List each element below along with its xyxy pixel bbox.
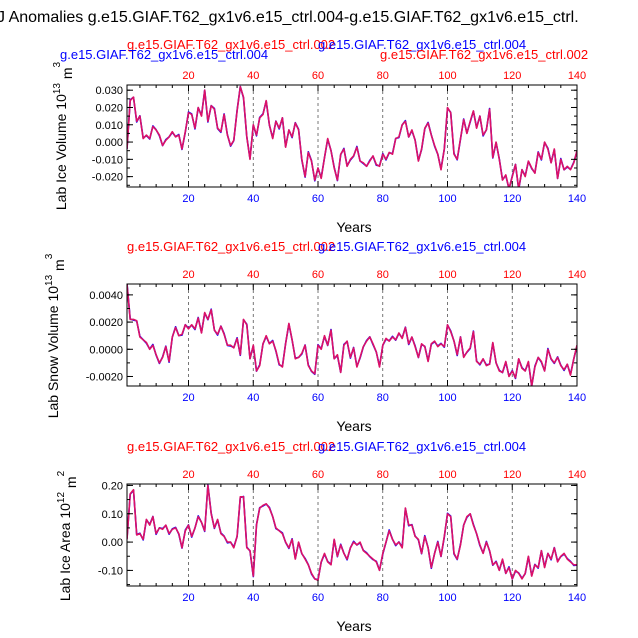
- x-tick-label-top: 120: [503, 269, 521, 281]
- x-tick-label-bottom: 100: [438, 592, 456, 604]
- x-tick-label-bottom: 60: [312, 193, 324, 205]
- x-tick-label-bottom: 20: [182, 392, 194, 404]
- y-axis-label: Lab Ice Volume 1013 m3: [52, 61, 75, 210]
- x-tick-label-top: 40: [247, 70, 259, 82]
- title-blue: g.e15.GIAF.T62_gx1v6.e15_ctrl.004: [318, 439, 526, 454]
- y-tick-label: -0.020: [92, 172, 123, 184]
- x-tick-label-bottom: 100: [438, 193, 456, 205]
- y-axis-label-part: 3: [52, 61, 63, 67]
- y-axis-label-part: Lab Snow Volume 10: [45, 286, 61, 419]
- x-tick-label-bottom: 140: [568, 592, 586, 604]
- page-title: J Anomalies g.e15.GIAF.T62_gx1v6.e15_ctr…: [0, 9, 579, 26]
- x-axis-label: Years: [336, 418, 371, 434]
- x-axis-label: Years: [336, 618, 371, 634]
- y-axis-label-part: 13: [52, 83, 63, 95]
- series-line-1: [127, 484, 577, 581]
- y-tick-label: 0.10: [102, 509, 123, 521]
- plot-frame: [126, 483, 578, 587]
- plot-frame: [126, 283, 578, 387]
- x-tick-label-top: 40: [247, 469, 259, 481]
- x-tick-label-top: 100: [438, 269, 456, 281]
- x-tick-label-bottom: 100: [438, 392, 456, 404]
- x-tick-label-bottom: 40: [247, 193, 259, 205]
- y-axis-label-part: 13: [44, 274, 55, 286]
- x-tick-label-bottom: 140: [568, 193, 586, 205]
- x-tick-label-bottom: 120: [503, 392, 521, 404]
- y-tick-label: 0.010: [95, 120, 123, 132]
- y-tick-label: 0.0000: [89, 344, 123, 356]
- x-tick-label-bottom: 20: [182, 193, 194, 205]
- x-tick-label-top: 60: [312, 70, 324, 82]
- x-tick-label-top: 120: [503, 70, 521, 82]
- x-tick-label-top: 20: [182, 469, 194, 481]
- title-red: g.e15.GIAF.T62_gx1v6.e15_ctrl.002: [127, 439, 335, 454]
- x-tick-label-bottom: 120: [503, 193, 521, 205]
- y-tick-label: 0.000: [95, 137, 123, 149]
- x-tick-label-bottom: 40: [247, 392, 259, 404]
- y-axis-label: Lab Snow Volume 1013 m3: [44, 253, 67, 418]
- x-axis-label: Years: [336, 219, 371, 235]
- x-tick-label-bottom: 80: [377, 392, 389, 404]
- y-tick-label: -0.10: [98, 565, 123, 577]
- x-tick-label-top: 140: [568, 269, 586, 281]
- series-line-2: [127, 284, 577, 386]
- title-blue: g.e15.GIAF.T62_gx1v6.e15_ctrl.004: [318, 239, 526, 254]
- x-tick-label-top: 20: [182, 269, 194, 281]
- x-tick-label-bottom: 60: [312, 392, 324, 404]
- y-axis-label-part: 12: [56, 492, 67, 504]
- y-axis-label-part: m: [51, 259, 67, 275]
- x-tick-label-bottom: 120: [503, 592, 521, 604]
- x-tick-label-top: 120: [503, 469, 521, 481]
- x-tick-label-top: 80: [377, 269, 389, 281]
- x-tick-label-top: 140: [568, 469, 586, 481]
- x-tick-label-top: 100: [438, 70, 456, 82]
- chart-panel-3: -0.10 0.00 0.10 0.20 20 20 40 40 60 60 80 80 100 100 1…: [56, 439, 586, 634]
- y-tick-label: -0.0020: [86, 371, 123, 383]
- y-axis-label-part: m: [63, 476, 79, 492]
- x-tick-label-top: 40: [247, 269, 259, 281]
- x-tick-label-top: 20: [182, 70, 194, 82]
- x-tick-label-top: 80: [377, 70, 389, 82]
- y-tick-label: 0.020: [95, 102, 123, 114]
- title-red: g.e15.GIAF.T62_gx1v6.e15_ctrl.002: [127, 37, 335, 52]
- x-tick-label-bottom: 60: [312, 592, 324, 604]
- y-axis-label-part: 3: [44, 253, 55, 259]
- y-axis-label-part: Lab Ice Area 10: [57, 503, 73, 601]
- series-line-1: [127, 284, 577, 386]
- y-tick-label: 0.030: [95, 85, 123, 97]
- chart-panel-1: -0.020 -0.010 0.000 0.010 0.020 0.030 20 20 40 40…: [52, 37, 588, 235]
- title-blue: g.e15.GIAF.T62_gx1v6.e15_ctrl.004: [318, 37, 526, 52]
- chart-panel-2: -0.0020 0.0000 0.0020 0.0040 20 20 40 40 60 60 80 8…: [44, 239, 586, 434]
- x-tick-label-top: 60: [312, 469, 324, 481]
- title-blue-left: g.e15.GIAF.T62_gx1v6.e15_ctrl.004: [60, 47, 268, 62]
- y-axis-label-part: 2: [56, 470, 67, 476]
- title-red: g.e15.GIAF.T62_gx1v6.e15_ctrl.002: [127, 239, 335, 254]
- plot-frame: [126, 84, 578, 188]
- y-axis-label-part: Lab Ice Volume 10: [53, 94, 69, 210]
- y-axis-label: Lab Ice Area 1012 m2: [56, 470, 79, 601]
- x-tick-label-bottom: 140: [568, 392, 586, 404]
- y-tick-label: 0.0040: [89, 290, 123, 302]
- panels: -0.020 -0.010 0.000 0.010 0.020 0.030 20 20 40 40…: [44, 37, 588, 634]
- series-line-1: [127, 85, 577, 187]
- x-tick-label-bottom: 20: [182, 592, 194, 604]
- title-red-right: g.e15.GIAF.T62_gx1v6.e15_ctrl.002: [380, 47, 588, 62]
- series-line-2: [127, 484, 577, 582]
- series-line-2: [127, 85, 577, 187]
- x-tick-label-top: 140: [568, 70, 586, 82]
- y-tick-label: 0.20: [102, 480, 123, 492]
- x-tick-label-top: 100: [438, 469, 456, 481]
- y-tick-label: -0.010: [92, 154, 123, 166]
- y-tick-label: 0.00: [102, 537, 123, 549]
- x-tick-label-bottom: 80: [377, 193, 389, 205]
- x-tick-label-top: 80: [377, 469, 389, 481]
- y-tick-label: 0.0020: [89, 317, 123, 329]
- x-tick-label-top: 60: [312, 269, 324, 281]
- y-axis-label-part: m: [59, 67, 75, 83]
- x-tick-label-bottom: 80: [377, 592, 389, 604]
- x-tick-label-bottom: 40: [247, 592, 259, 604]
